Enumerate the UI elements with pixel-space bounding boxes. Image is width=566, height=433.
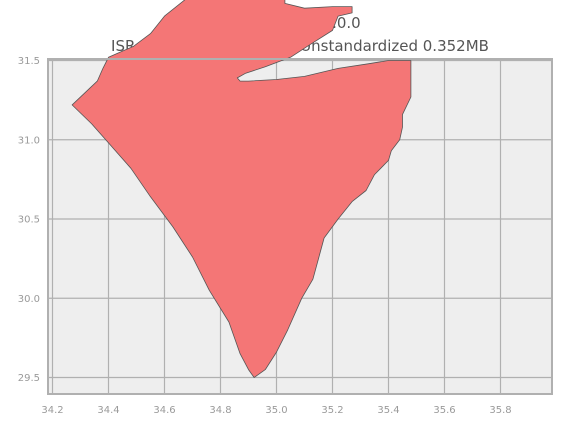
x-tick-label: 35.2	[321, 405, 343, 416]
x-tick-label: 35.4	[377, 405, 399, 416]
plot-frame	[47, 58, 553, 395]
x-axis-ticks: 34.2 34.4 34.6 34.8 35.0 35.2 35.4 35.6 35.8	[41, 405, 511, 416]
y-tick-label: 29.5	[18, 373, 40, 384]
y-tick-label: 31.5	[18, 56, 40, 67]
x-tick-label: 34.8	[209, 405, 231, 416]
y-tick-label: 31.0	[18, 135, 40, 146]
x-tick-label: 35.8	[489, 405, 511, 416]
y-axis-ticks: 33.533.032.532.031.531.030.530.029.5	[18, 56, 40, 384]
x-tick-label: 34.2	[41, 405, 63, 416]
x-tick-label: 34.6	[153, 405, 175, 416]
y-tick-label: 30.0	[18, 294, 40, 305]
x-tick-label: 34.4	[97, 405, 119, 416]
country-boundary	[71, 0, 412, 378]
x-tick-label: 35.6	[433, 405, 455, 416]
y-tick-label: 30.5	[18, 215, 40, 226]
x-tick-label: 35.0	[265, 405, 287, 416]
